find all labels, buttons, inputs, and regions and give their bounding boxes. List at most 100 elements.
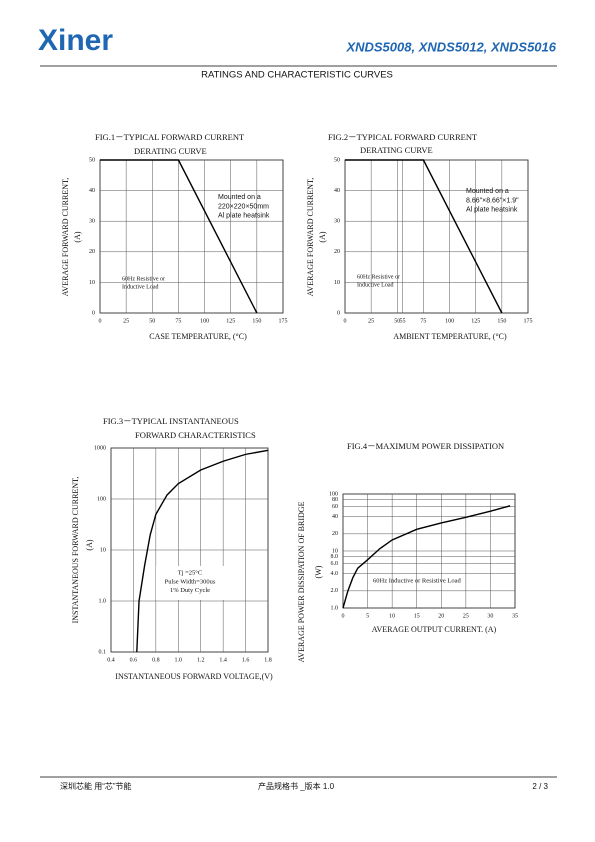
annotation-box [156, 566, 224, 600]
x-tick-label: 175 [524, 318, 533, 324]
y-axis-label: AVERAGE POWER DISSIPATION OF BRIDGE [297, 501, 306, 662]
x-tick-label: 15 [414, 613, 420, 619]
x-tick-label: 55 [400, 318, 406, 324]
footer-right: 2 / 3 [532, 782, 548, 791]
y-tick-label: 30 [334, 219, 340, 225]
annotation: Pulse Width=300us [165, 578, 216, 585]
y-tick-label: 50 [89, 157, 95, 163]
y-tick-label: 30 [89, 219, 95, 225]
x-tick-label: 50 [394, 318, 400, 324]
annotation: Al plate heatsink [466, 207, 518, 214]
annotation: Inductive Load [357, 282, 394, 288]
x-tick-label: 25 [368, 318, 374, 324]
y-tick-label: 20 [89, 249, 95, 255]
x-tick-label: 0 [342, 613, 345, 619]
x-tick-label: 50 [149, 318, 155, 324]
y-axis-label: AVERAGE FORWARD CURRENT, [61, 178, 70, 297]
x-tick-label: 25 [463, 613, 469, 619]
chart-subtitle: FORWARD CHARACTERISTICS [135, 430, 256, 440]
y-axis-unit: (A) [318, 231, 327, 242]
footer-left: 深圳芯能 用“芯”节能 [60, 781, 132, 791]
y-axis-unit: (W) [314, 565, 323, 578]
x-tick-label: 0.8 [152, 657, 160, 663]
annotation: 60Hz Resistive or [357, 274, 400, 280]
y-tick-label: 50 [334, 157, 340, 163]
y-axis-unit: (A) [85, 539, 94, 550]
x-tick-label: 1.4 [219, 657, 227, 663]
annotation: Mounted on a [466, 188, 509, 195]
y-tick-label: 6.0 [331, 561, 339, 567]
data-line [345, 159, 503, 314]
y-axis-label: AVERAGE FORWARD CURRENT, [306, 178, 315, 297]
x-tick-label: 30 [487, 613, 493, 619]
x-tick-label: 175 [279, 318, 288, 324]
x-tick-label: 150 [497, 318, 506, 324]
x-tick-label: 20 [438, 613, 444, 619]
x-tick-label: 0.6 [130, 657, 138, 663]
x-tick-label: 35 [512, 613, 518, 619]
chart-title: FIG.2－TYPICAL FORWARD CURRENT [328, 132, 478, 142]
page-subtitle: RATINGS AND CHARACTERISTIC CURVES [201, 70, 393, 81]
data-line [136, 449, 269, 653]
x-tick-label: 1.2 [197, 657, 205, 663]
x-tick-label: 150 [252, 318, 261, 324]
annotation: 60Hz Inductive or Resistive Load [373, 577, 461, 584]
x-tick-label: 75 [175, 318, 181, 324]
x-tick-label: 1.6 [242, 657, 250, 663]
x-tick-label: 1.0 [175, 657, 183, 663]
y-tick-label: 8.0 [331, 554, 339, 560]
x-tick-label: 125 [226, 318, 235, 324]
y-tick-label: 10 [100, 547, 106, 553]
annotation: Inductive Load [122, 284, 159, 290]
x-tick-label: 75 [420, 318, 426, 324]
x-axis-label: AVERAGE OUTPUT CURRENT. (A) [372, 625, 497, 634]
x-tick-label: 100 [200, 318, 209, 324]
x-tick-label: 1.8 [264, 657, 272, 663]
logo: Xiner [38, 24, 113, 57]
annotation: 8.66"×8.66"×1.9" [466, 197, 519, 204]
x-tick-label: 0.4 [107, 657, 115, 663]
y-tick-label: 20 [334, 249, 340, 255]
x-tick-label: 25 [123, 318, 129, 324]
x-axis-label: INSTANTANEOUS FORWARD VOLTAGE,(V) [115, 672, 273, 681]
y-axis-unit: (A) [73, 231, 82, 242]
annotation: 1% Duty Cycle [170, 587, 210, 594]
x-tick-label: 0 [344, 318, 347, 324]
y-tick-label: 40 [89, 188, 95, 194]
y-tick-label: 100 [329, 491, 338, 497]
annotation: Tj =25°C [178, 569, 203, 576]
y-tick-label: 0.1 [99, 649, 107, 655]
x-tick-label: 5 [366, 613, 369, 619]
data-line [100, 159, 258, 314]
chart-subtitle: DERATING CURVE [360, 145, 433, 155]
y-tick-label: 1.0 [331, 605, 339, 611]
footer-center: 产品规格书 _版本 1.0 [258, 781, 335, 791]
annotation: Al plate heatsink [218, 213, 270, 220]
y-tick-label: 1.0 [99, 598, 107, 604]
x-tick-label: 0 [99, 318, 102, 324]
y-tick-label: 80 [332, 497, 338, 503]
x-tick-label: 125 [471, 318, 480, 324]
chart-subtitle: DERATING CURVE [134, 146, 207, 156]
header-title: XNDS5008, XNDS5012, XNDS5016 [345, 39, 556, 54]
x-tick-label: 100 [445, 318, 454, 324]
y-tick-label: 40 [332, 514, 338, 520]
y-tick-label: 2.0 [331, 588, 339, 594]
y-tick-label: 20 [332, 531, 338, 537]
y-tick-label: 0 [337, 310, 340, 316]
y-axis-label: INSTANTANEOUS FORWARD CURRENT, [71, 477, 80, 624]
y-tick-label: 10 [332, 548, 338, 554]
x-axis-label: AMBIENT TEMPERATURE, (°C) [393, 332, 507, 341]
y-tick-label: 40 [334, 188, 340, 194]
chart-title: FIG.4－MAXIMUM POWER DISSIPATION [347, 441, 504, 451]
annotation: Mounted on a [218, 194, 261, 201]
x-axis-label: CASE TEMPERATURE, (°C) [149, 332, 247, 341]
y-tick-label: 10 [89, 280, 95, 286]
y-tick-label: 100 [97, 496, 106, 502]
y-tick-label: 0 [92, 310, 95, 316]
chart-title: FIG.1－TYPICAL FORWARD CURRENT [95, 132, 245, 142]
